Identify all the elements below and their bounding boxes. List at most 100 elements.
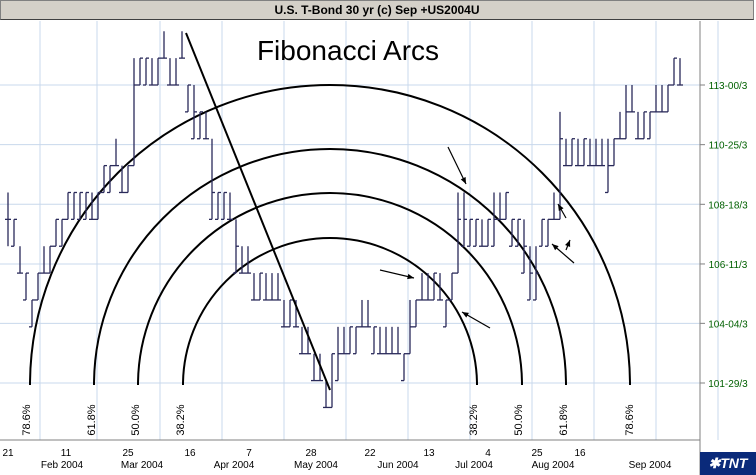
trend-line-group <box>185 32 575 391</box>
x-month-label: Apr 2004 <box>214 460 255 471</box>
x-month-label: Mar 2004 <box>121 460 164 471</box>
annotation-arrow <box>565 239 571 251</box>
price-bar <box>65 191 71 221</box>
price-bar <box>563 138 569 167</box>
price-bar <box>599 138 605 167</box>
price-bar <box>473 218 479 247</box>
price-bar <box>515 218 521 247</box>
x-day-label: 25 <box>122 448 134 459</box>
x-month-label: Jun 2004 <box>377 460 419 471</box>
arc-level-label: 61.8% <box>86 404 98 435</box>
price-bar <box>29 299 35 328</box>
price-bar <box>521 219 527 274</box>
arc-level-label: 38.2% <box>175 404 187 435</box>
x-day-label: 7 <box>246 448 252 459</box>
price-bar <box>575 138 581 167</box>
arc-level-label: 61.8% <box>558 404 570 435</box>
price-bar <box>323 380 329 409</box>
price-bar <box>509 218 515 247</box>
price-bar <box>95 191 101 221</box>
x-day-label: 22 <box>364 448 376 459</box>
price-bar <box>125 164 131 194</box>
price-bar <box>305 326 311 355</box>
price-bar <box>443 299 449 328</box>
price-bar <box>371 326 377 355</box>
grid <box>0 21 719 475</box>
price-bar <box>275 273 281 301</box>
fibonacci-arc <box>137 192 523 386</box>
price-bar <box>221 191 227 221</box>
price-bar <box>641 111 647 140</box>
price-bar <box>569 138 575 167</box>
price-bar <box>35 272 41 301</box>
price-bar <box>629 85 635 113</box>
trend-line <box>185 32 331 391</box>
arrow-head <box>552 244 559 251</box>
price-bar <box>623 85 629 140</box>
price-bar <box>143 57 149 86</box>
price-bar <box>467 218 473 247</box>
price-bar <box>545 218 551 247</box>
price-bar <box>233 219 239 274</box>
price-bar <box>479 219 485 247</box>
price-bar <box>551 192 557 221</box>
arc-level-label: 50.0% <box>513 404 525 435</box>
x-day-label: 13 <box>423 448 435 459</box>
price-bar <box>383 326 389 355</box>
price-bar <box>611 138 617 167</box>
y-tick-label: 110-25/3 <box>709 141 748 152</box>
arrow-shaft <box>447 146 467 185</box>
price-bar <box>593 138 599 167</box>
x-axis: 21 11 25 16 7 28 22 13 4 25 16 Feb 2004 Mar 2004 Apr … <box>2 448 671 471</box>
price-bar <box>107 164 113 194</box>
price-bar <box>653 85 659 113</box>
fibonacci-arc <box>182 237 478 386</box>
price-bar <box>137 57 143 86</box>
price-bar <box>119 165 125 194</box>
arc-level-label: 50.0% <box>130 404 142 435</box>
x-month-label: Jul 2004 <box>455 460 493 471</box>
price-bar <box>203 111 209 140</box>
price-bar <box>239 246 245 274</box>
arrow-head <box>460 177 466 184</box>
price-bar <box>449 272 455 301</box>
y-tick-label: 113-00/3 <box>709 81 748 92</box>
price-bar <box>671 57 677 86</box>
x-month-label: Sep 2004 <box>629 460 672 471</box>
price-bar <box>527 246 533 301</box>
price-bar <box>407 299 413 355</box>
price-bar <box>335 326 341 382</box>
annotation-arrow <box>551 243 575 264</box>
price-bar <box>503 191 509 221</box>
arrow-head <box>558 204 564 211</box>
price-bar <box>59 218 65 247</box>
price-bar <box>41 246 47 274</box>
price-bar <box>659 85 665 113</box>
x-day-label: 11 <box>61 448 72 459</box>
price-bar <box>431 272 437 301</box>
price-bar <box>47 245 53 274</box>
price-bar <box>281 299 287 328</box>
window-title: U.S. T-Bond 30 yr (c) Sep +US2004U <box>0 0 754 20</box>
price-bar <box>587 138 593 167</box>
price-bar <box>71 191 77 221</box>
price-bar <box>185 84 191 113</box>
price-bar <box>635 111 641 140</box>
price-bar <box>497 192 503 221</box>
price-bar <box>677 58 683 86</box>
x-day-label: 25 <box>531 448 543 459</box>
price-bar <box>425 273 431 301</box>
arrow-head <box>565 240 571 247</box>
price-bar <box>245 246 251 274</box>
price-bar <box>179 31 185 59</box>
arrow-head <box>407 273 414 280</box>
chart-title: Fibonacci Arcs <box>257 35 439 66</box>
price-bar <box>173 58 179 86</box>
y-tick-label: 106-11/3 <box>709 260 748 271</box>
x-day-label: 16 <box>184 448 196 459</box>
tnt-logo: ✱TNT <box>700 452 756 475</box>
annotation-arrow <box>461 311 491 329</box>
price-bar <box>197 111 203 140</box>
price-bar <box>581 138 587 167</box>
